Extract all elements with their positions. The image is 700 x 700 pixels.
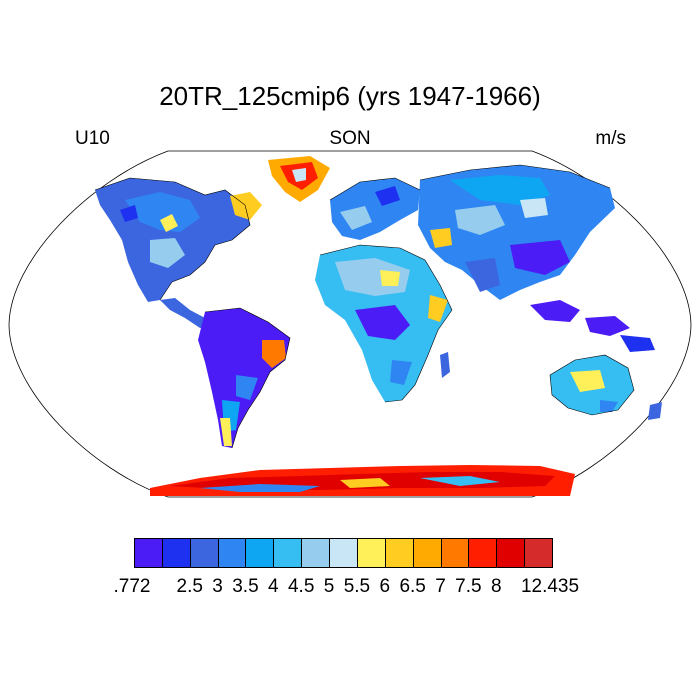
colorbar-swatch: [356, 538, 386, 568]
colorbar-tick-label: 4.5: [287, 576, 315, 597]
colorbar-swatch: [301, 538, 331, 568]
colorbar-swatch: [468, 538, 498, 568]
colorbar-tick-label: 12.435: [520, 576, 580, 597]
colorbar-tick-label: 4: [268, 576, 279, 597]
colorbar-swatch: [134, 538, 163, 568]
colorbar-tick-label: 2.5: [176, 576, 203, 597]
africa-region: [315, 245, 452, 402]
madagascar-region: [440, 352, 450, 378]
coastlines: [94, 164, 635, 449]
maritime-continent-region: [530, 300, 655, 352]
colorbar-tick-label: 6.5: [399, 576, 426, 597]
colorbar-swatch: [524, 538, 553, 568]
antarctica-region: [150, 465, 575, 496]
colorbar-swatch: [217, 538, 247, 568]
variable-label: U10: [75, 128, 110, 149]
greenland-region: [268, 156, 330, 202]
colorbar-swatch: [384, 538, 414, 568]
new-zealand-region: [648, 402, 662, 420]
colorbar-tick-label: 3.5: [232, 576, 259, 597]
asia-region: [418, 165, 615, 300]
south-america-region: [198, 308, 290, 448]
colorbar-tick-label: 7.5: [455, 576, 482, 597]
season-label: SON: [329, 128, 371, 149]
colorbar-tick-label: 7: [435, 576, 446, 597]
central-america-region: [160, 298, 212, 330]
colorbar-swatch: [245, 538, 275, 568]
europe-region: [330, 178, 420, 240]
colorbar-swatch: [329, 538, 358, 568]
colorbar-swatch: [273, 538, 303, 568]
colorbar-swatch: [412, 538, 442, 568]
colorbar-swatch: [496, 538, 526, 568]
north-america-region: [95, 178, 262, 302]
colorbar-tick-label: 6: [379, 576, 391, 597]
units-label: m/s: [595, 128, 626, 149]
australia-region: [550, 355, 634, 415]
colorbar-swatch: [189, 538, 219, 568]
colorbar-tick-label: 8: [490, 576, 502, 597]
colorbar-tick-label: .772: [113, 576, 151, 597]
colorbar-swatch: [440, 538, 470, 568]
colorbar-tick-label: 5: [323, 576, 335, 597]
colorbar-tick-label: 5.5: [343, 576, 371, 597]
colorbar-swatch: [161, 538, 191, 568]
colorbar-tick-label: 3: [212, 576, 223, 597]
map-title: 20TR_125cmip6 (yrs 1947-1966): [159, 81, 541, 111]
